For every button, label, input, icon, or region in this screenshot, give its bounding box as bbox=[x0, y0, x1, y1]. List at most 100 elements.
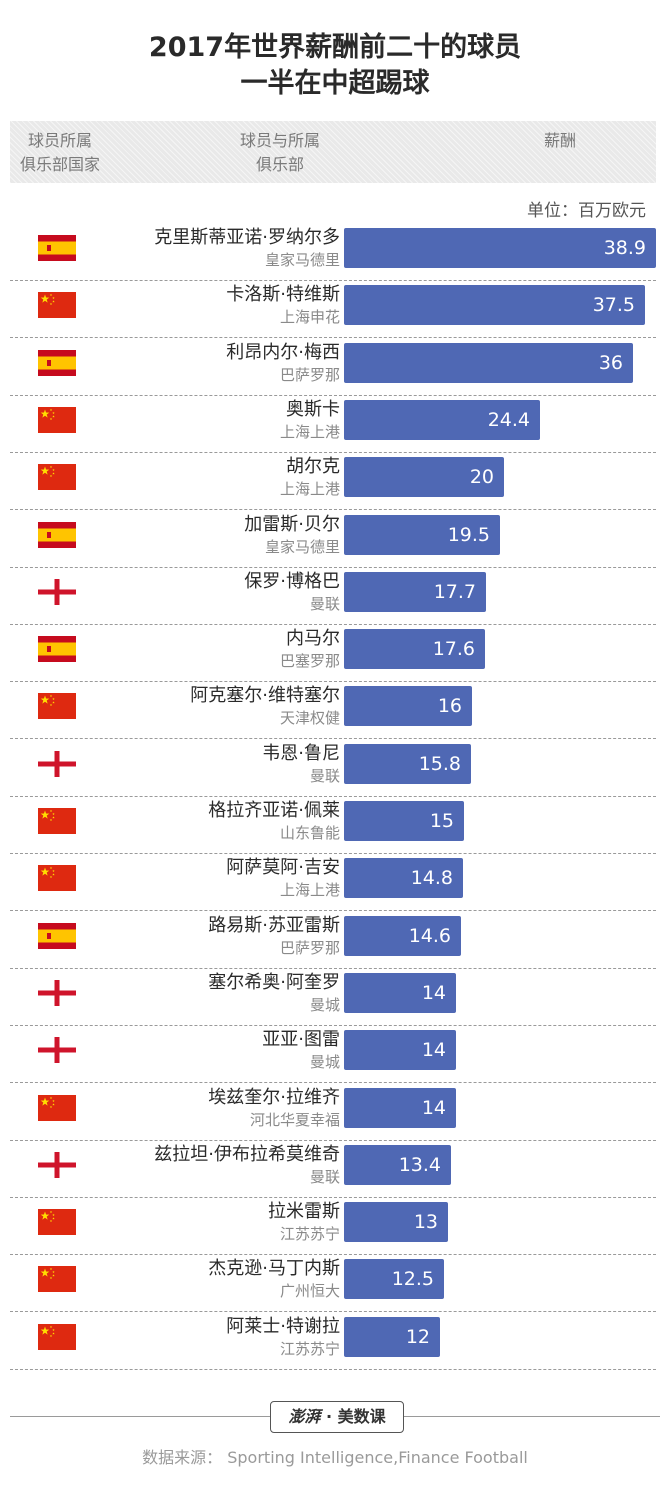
club-name: 皇家马德里 bbox=[264, 251, 340, 269]
club-name: 上海上港 bbox=[279, 480, 340, 499]
club-name: 曼城 bbox=[309, 1053, 340, 1072]
row-divider bbox=[10, 1254, 656, 1256]
table-row: 阿萨莫阿·吉安上海上港 14.8 bbox=[10, 854, 656, 912]
salary-bar bbox=[344, 1144, 451, 1185]
salary-value-label: 14 bbox=[421, 981, 446, 1004]
club-name: 曼联 bbox=[309, 1167, 340, 1186]
salary-value-label: 37.5 bbox=[592, 294, 635, 317]
row-divider bbox=[10, 681, 656, 683]
salary-value-label: 15.8 bbox=[418, 752, 461, 775]
salary-bar bbox=[344, 801, 464, 841]
spain-flag-icon bbox=[38, 235, 76, 261]
salary-value-label: 36 bbox=[598, 351, 623, 374]
player-name: 亚亚·图雷 bbox=[262, 1029, 340, 1051]
player-name: 阿克塞尔·维特塞尔 bbox=[190, 685, 340, 707]
chart-title-line2: 一半在中超踢球 bbox=[240, 68, 430, 99]
salary-value-label: 38.9 bbox=[603, 237, 646, 259]
salary-bar bbox=[344, 915, 461, 956]
china-flag-icon bbox=[38, 693, 76, 720]
salary-value-label: 24.4 bbox=[487, 408, 530, 431]
salary-value-label: 15 bbox=[429, 810, 454, 832]
china-flag-icon bbox=[38, 406, 76, 433]
table-row: 利昂内尔·梅西 巴萨罗那 36 bbox=[10, 339, 656, 396]
player-name: 奥斯卡 bbox=[286, 398, 340, 420]
chart-title-line1: 2017年世界薪酬前二十的球员 bbox=[148, 32, 522, 63]
table-row: 保罗·博格巴 曼联 17.7 bbox=[10, 568, 656, 625]
england-flag-icon bbox=[38, 1151, 76, 1178]
club-name: 上海上港 bbox=[279, 881, 340, 900]
club-name: 天津权健 bbox=[279, 709, 340, 728]
club-name: 上海申花 bbox=[279, 308, 340, 327]
england-flag-icon bbox=[38, 1037, 76, 1064]
table-row: 克里斯蒂亚诺·罗纳尔多 皇家马德里 38.9 bbox=[10, 224, 656, 281]
row-divider bbox=[10, 1196, 656, 1198]
player-name: 加雷斯·贝尔 bbox=[244, 513, 340, 535]
salary-value-label: 13 bbox=[413, 1211, 438, 1234]
row-divider bbox=[10, 509, 656, 511]
club-name: 巴萨罗那 bbox=[279, 938, 340, 957]
row-divider bbox=[10, 1024, 656, 1026]
club-name: 巴塞罗那 bbox=[279, 652, 340, 671]
player-name: 塞尔希奥·阿奎罗 bbox=[208, 971, 340, 993]
row-divider bbox=[10, 337, 656, 339]
salary-value-label: 12 bbox=[405, 1325, 430, 1348]
player-name: 内马尔 bbox=[286, 628, 340, 650]
salary-value-label: 16 bbox=[437, 695, 462, 718]
brand-logo: 澎湃 · 美数课 bbox=[270, 1401, 404, 1433]
salary-bar bbox=[344, 858, 463, 899]
china-flag-icon bbox=[38, 865, 76, 892]
china-flag-icon bbox=[38, 1266, 76, 1293]
player-name: 兹拉坦·伊布拉希莫维奇 bbox=[154, 1143, 340, 1165]
table-row: 兹拉坦·伊布拉希莫维奇曼联 13.4 bbox=[10, 1141, 656, 1198]
row-divider bbox=[10, 1311, 656, 1313]
table-row: 塞尔希奥·阿奎罗 曼城 14 bbox=[10, 969, 656, 1026]
row-divider bbox=[10, 738, 656, 740]
player-name: 阿莱士·特谢拉 bbox=[226, 1315, 340, 1337]
table-row: 阿克塞尔·维特塞尔天津权健 16 bbox=[10, 682, 656, 740]
table-row: 加雷斯·贝尔 皇家马德里 19.5 bbox=[10, 511, 656, 568]
player-name: 卡洛斯·特维斯 bbox=[226, 284, 340, 306]
salary-value-label: 19.5 bbox=[447, 523, 490, 546]
row-divider bbox=[10, 566, 656, 568]
player-name: 阿萨莫阿·吉安 bbox=[226, 857, 340, 879]
player-name: 路易斯·苏亚雷斯 bbox=[208, 914, 340, 936]
unit-label: 单位：百万欧元 bbox=[527, 201, 646, 221]
salary-bar bbox=[344, 629, 485, 670]
club-name: 巴萨罗那 bbox=[279, 365, 340, 384]
china-flag-icon bbox=[38, 1094, 76, 1121]
table-row: 拉米雷斯 江苏苏宁 13 bbox=[10, 1198, 656, 1256]
salary-bar bbox=[344, 1030, 456, 1071]
row-divider bbox=[10, 280, 656, 281]
salary-value-label: 17.7 bbox=[433, 580, 476, 603]
salary-value-label: 12.5 bbox=[391, 1268, 434, 1291]
salary-value-label: 14.8 bbox=[410, 867, 453, 890]
table-row: 卡洛斯·特维斯上海申花 37.5 bbox=[10, 281, 656, 339]
club-name: 广州恒大 bbox=[279, 1282, 340, 1301]
row-divider bbox=[10, 1082, 656, 1084]
salary-bar bbox=[344, 972, 456, 1013]
table-row: 奥斯卡 上海上港 24.4 bbox=[10, 396, 656, 453]
salary-bar bbox=[344, 1087, 456, 1128]
table-row: 格拉齐亚诺·佩莱山东鲁能 15 bbox=[10, 797, 656, 854]
table-row: 内马尔 巴塞罗那 17.6 bbox=[10, 625, 656, 683]
header-salary: 薪酬 bbox=[543, 131, 576, 150]
player-name: 胡尔克 bbox=[286, 456, 340, 478]
table-row: 胡尔克 上海上港 20 bbox=[10, 453, 656, 511]
player-name: 格拉齐亚诺·佩莱 bbox=[208, 800, 340, 821]
club-name: 山东鲁能 bbox=[279, 824, 340, 842]
salary-bar bbox=[344, 342, 633, 383]
row-divider bbox=[10, 1368, 656, 1370]
table-row: 韦恩·鲁尼 曼联 15.8 bbox=[10, 740, 656, 797]
player-name: 保罗·博格巴 bbox=[244, 570, 340, 592]
club-name: 江苏苏宁 bbox=[279, 1339, 340, 1358]
row-divider bbox=[10, 1139, 656, 1141]
salary-bar bbox=[344, 743, 471, 784]
salary-bar bbox=[344, 686, 472, 727]
salary-bar bbox=[344, 571, 486, 612]
salary-value-label: 14 bbox=[421, 1096, 446, 1119]
salary-value-label: 13.4 bbox=[398, 1153, 441, 1176]
club-name: 河北华夏幸福 bbox=[249, 1110, 340, 1129]
salary-value-label: 14 bbox=[421, 1039, 446, 1062]
player-name: 韦恩·鲁尼 bbox=[262, 742, 340, 764]
salary-bar bbox=[344, 1259, 444, 1300]
